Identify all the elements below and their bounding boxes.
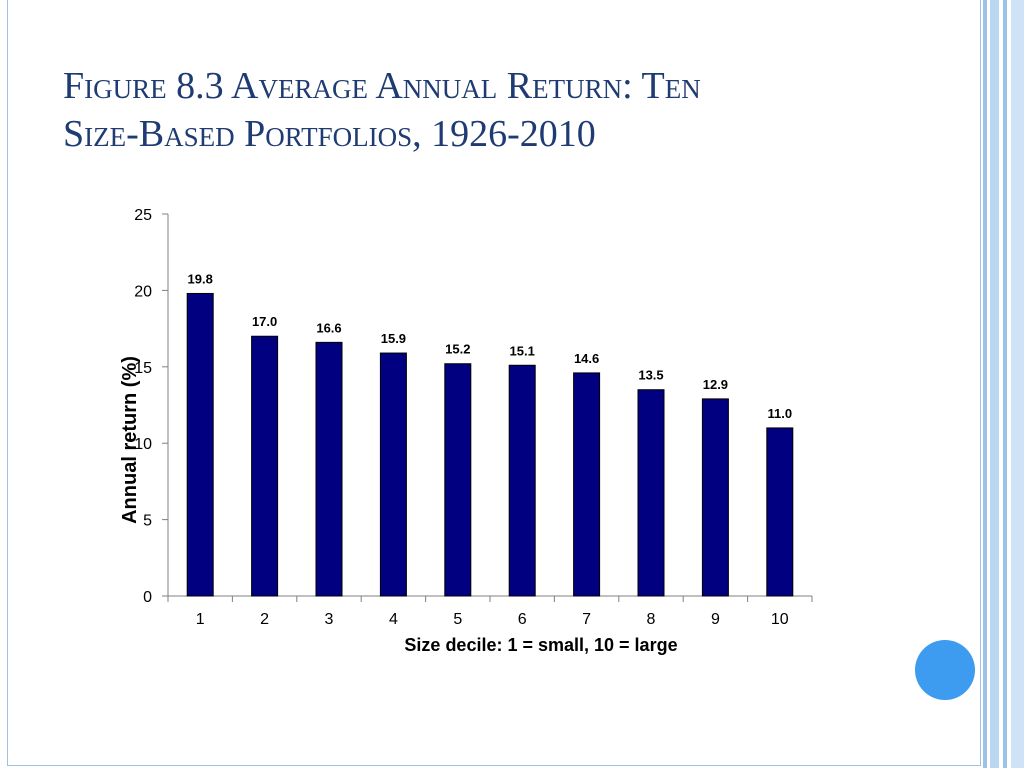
bar [251, 335, 279, 597]
x-tick-label: 9 [711, 611, 720, 628]
bars [186, 292, 794, 597]
data-labels: 19.8 17.0 16.6 15.9 15.2 15.1 14.6 13.5 12.9 11.0 [188, 271, 793, 420]
slide-title: Figure 8.3 Average Annual Return: Ten Si… [63, 62, 963, 158]
y-tick-label: 25 [134, 207, 152, 224]
bar-data-label: 15.1 [510, 343, 535, 358]
bar [379, 352, 407, 597]
bar-data-label: 15.2 [445, 342, 470, 357]
y-axis: 0 5 10 15 20 25 [134, 207, 169, 606]
bar [444, 363, 472, 597]
y-tick-label: 0 [143, 589, 152, 606]
x-tick-label: 8 [647, 611, 656, 628]
right-stripe-2 [990, 0, 999, 768]
bar-data-label: 15.9 [381, 331, 406, 346]
bar [186, 292, 214, 597]
bar-data-label: 12.9 [703, 377, 728, 392]
x-tick-label: 7 [582, 611, 591, 628]
bar [315, 341, 343, 597]
y-tick-label: 5 [143, 513, 152, 530]
bar [508, 364, 536, 597]
y-tick-label: 15 [134, 360, 152, 377]
x-tick-label: 2 [260, 611, 269, 628]
right-stripe-4 [1011, 0, 1024, 768]
x-tick-label: 6 [518, 611, 527, 628]
slide-title-line-2: Size-Based Portfolios, 1926-2010 [63, 113, 596, 155]
bar-data-label: 13.5 [638, 368, 663, 383]
x-axis-label: Size decile: 1 = small, 10 = large [404, 635, 677, 655]
x-tick-label: 4 [389, 611, 398, 628]
bar-data-label: 19.8 [188, 271, 213, 286]
x-tick-label: 10 [771, 611, 789, 628]
y-axis-label: Annual return (%) [119, 356, 141, 524]
bar-data-label: 14.6 [574, 351, 599, 366]
y-tick-label: 20 [134, 283, 152, 300]
slide-border [7, 0, 981, 766]
bar-data-label: 16.6 [316, 320, 341, 335]
x-tick-label: 1 [196, 611, 205, 628]
bar-data-label: 17.0 [252, 314, 277, 329]
x-tick-label: 5 [453, 611, 462, 628]
slide-title-line-1: Figure 8.3 Average Annual Return: Ten [63, 65, 701, 107]
right-stripe-1 [983, 0, 987, 768]
x-tick-label: 3 [325, 611, 334, 628]
bar [573, 372, 601, 597]
bar [637, 389, 665, 597]
y-tick-label: 10 [134, 436, 152, 453]
bar [766, 427, 794, 597]
bar-data-label: 11.0 [768, 406, 793, 421]
right-stripe-3 [1003, 0, 1007, 768]
bar [701, 398, 729, 597]
decorative-circle [915, 640, 975, 700]
x-axis: 1 2 3 4 5 6 7 8 9 10 [167, 595, 813, 628]
